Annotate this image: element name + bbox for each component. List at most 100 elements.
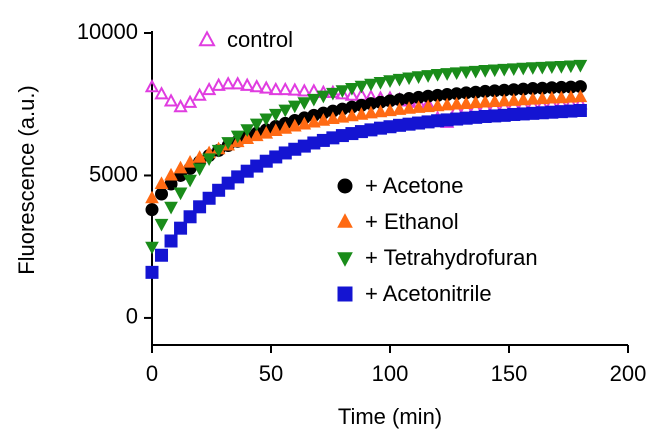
point [202,153,216,167]
point [240,77,255,91]
y-tick-label: 0 [126,304,138,329]
point [573,59,588,73]
point [516,62,531,76]
point [478,94,493,108]
point [183,174,197,188]
point [326,87,340,101]
point [259,125,274,139]
point [307,114,321,128]
point [449,96,464,110]
point [525,62,540,75]
point [155,248,169,262]
legend-marker [198,30,216,47]
point [183,210,197,224]
point [335,86,350,100]
point [174,221,188,235]
point [268,81,283,96]
point [487,94,502,107]
point [573,89,588,103]
point [506,63,521,76]
point [545,61,559,74]
point [345,82,359,96]
point [297,97,312,110]
legend-marker [337,286,353,302]
point [259,80,274,94]
point [430,98,445,112]
point [402,101,416,114]
point [487,64,502,78]
point [411,71,426,84]
point [421,99,435,113]
legend-label: + Acetone [365,173,463,198]
point [154,176,169,190]
point [164,167,178,181]
point [564,90,578,103]
point [202,191,216,205]
point [268,123,283,137]
point [145,265,159,279]
x-tick-label: 100 [372,361,409,386]
point [535,61,550,75]
point [392,102,407,115]
point [478,65,493,78]
point [307,93,321,107]
point [516,92,531,106]
point [249,128,264,142]
point [459,66,473,80]
legend-marker [337,178,353,194]
point [287,100,302,114]
point [411,100,426,113]
point [192,150,207,163]
point [173,187,188,201]
point [316,90,331,104]
point [554,61,569,74]
point [497,63,512,77]
point [145,203,159,217]
point [383,75,397,88]
point [440,68,454,81]
point [373,104,388,118]
point [573,104,587,118]
point [421,70,435,83]
x-tick-label: 50 [259,361,283,386]
point [326,111,340,125]
point [430,69,445,82]
point [230,130,245,144]
point [287,82,302,96]
point [164,201,178,215]
point [155,187,169,201]
point [525,92,540,105]
point [468,95,483,109]
point [201,81,217,96]
point [154,86,169,100]
point [535,91,550,105]
point [459,96,473,109]
legend-label: control [227,27,293,52]
point [564,60,578,74]
point [163,93,179,107]
point [259,113,274,127]
point [164,234,178,248]
x-tick-label: 0 [146,361,158,386]
point [287,118,302,132]
point [211,144,226,158]
point [230,76,245,90]
x-tick-label: 200 [610,361,647,386]
y-axis-label: Fluorescence (a.u.) [14,85,39,275]
point [268,108,283,122]
point [297,116,312,130]
point [440,97,454,111]
point [392,73,407,87]
point [249,78,264,93]
point [183,154,197,168]
point [249,118,264,132]
point [468,65,483,79]
legend-label: + Acetonitrile [365,281,492,306]
point [383,103,397,117]
point [278,104,293,118]
point [221,137,235,150]
point [354,80,369,94]
x-axis-label: Time (min) [338,404,442,429]
y-tick-label: 5000 [89,161,138,186]
